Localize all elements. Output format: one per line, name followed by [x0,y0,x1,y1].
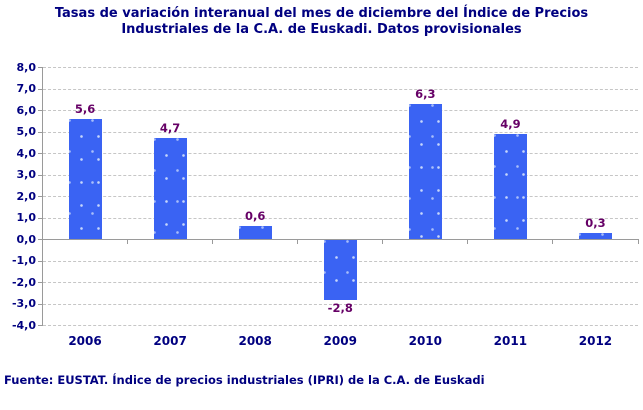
y-axis-tick [37,88,43,90]
y-axis-label: 8,0 [16,60,37,74]
y-axis-label: 5,0 [16,125,37,138]
gridline [43,153,638,154]
x-axis-label: 2012 [578,334,613,348]
y-axis-label: -1,0 [11,254,36,267]
y-axis-tick [37,67,43,68]
y-axis-tick [37,303,43,305]
y-axis-label: -2,0 [11,275,36,289]
chart-title-line2: Industriales de la C.A. de Euskadi. Dato… [121,22,522,37]
gridline [43,325,638,326]
x-axis-tick [297,240,299,244]
y-axis-label: 4,0 [16,146,37,160]
bar [153,137,187,239]
chart-title-line1: Tasas de variación interanual del mes de… [54,6,589,21]
gridline [43,196,638,197]
bar-value-label: -2,8 [327,301,353,316]
x-axis-tick [467,240,469,244]
y-axis-tick [37,282,43,283]
x-axis-label: 2006 [68,334,102,348]
y-axis-tick [37,196,43,197]
bar-value-label: 6,3 [415,86,436,101]
x-axis-tick [637,240,639,244]
y-axis-label: 1,0 [16,211,37,224]
bar [238,226,272,239]
bar-value-label: 4,9 [500,116,521,131]
bar [578,232,612,239]
y-axis-label: -3,0 [11,297,36,310]
y-axis-label: 6,0 [16,103,37,117]
chart-title: Tasas de variación interanual del mes de… [0,6,643,38]
y-axis-tick [37,174,43,176]
y-axis-label: -4,0 [11,318,36,332]
bar [323,240,357,301]
bar-value-label: 5,6 [74,101,96,116]
gridline [43,67,638,68]
y-axis-tick [37,131,43,133]
gridline [43,131,638,133]
gridline [43,110,638,111]
gridline [43,303,638,305]
bar-value-label: 0,6 [244,209,266,224]
y-axis-tick [37,239,43,240]
x-axis-tick [552,240,554,244]
bar [68,118,102,239]
x-axis-label: 2009 [323,334,357,348]
y-axis-tick [37,153,43,154]
x-axis-label: 2010 [408,334,443,348]
bar-value-label: 4,7 [159,120,181,135]
y-axis-tick [37,110,43,111]
y-axis-label: 0,0 [16,232,37,246]
x-axis-tick [212,240,214,244]
x-axis-tick [382,240,384,244]
y-axis-tick [37,325,43,326]
bar-value-label: 0,3 [585,215,606,230]
y-axis-line [42,67,43,326]
x-axis-label: 2011 [493,334,528,348]
bar [408,103,442,239]
x-axis-tick [127,240,129,244]
source-note: Fuente: EUSTAT. Índice de precios indust… [4,373,485,387]
y-axis-tick [37,217,43,219]
gridline [43,174,638,176]
bar [493,133,527,239]
zero-axis-line [42,239,639,240]
y-axis-label: 7,0 [16,82,37,95]
gridline [43,217,638,219]
y-axis-label: 3,0 [16,168,37,181]
x-axis-label: 2008 [238,334,272,348]
gridline [43,88,638,90]
y-axis-label: 2,0 [16,189,37,203]
y-axis-tick [37,260,43,262]
x-axis-label: 2007 [153,334,187,348]
